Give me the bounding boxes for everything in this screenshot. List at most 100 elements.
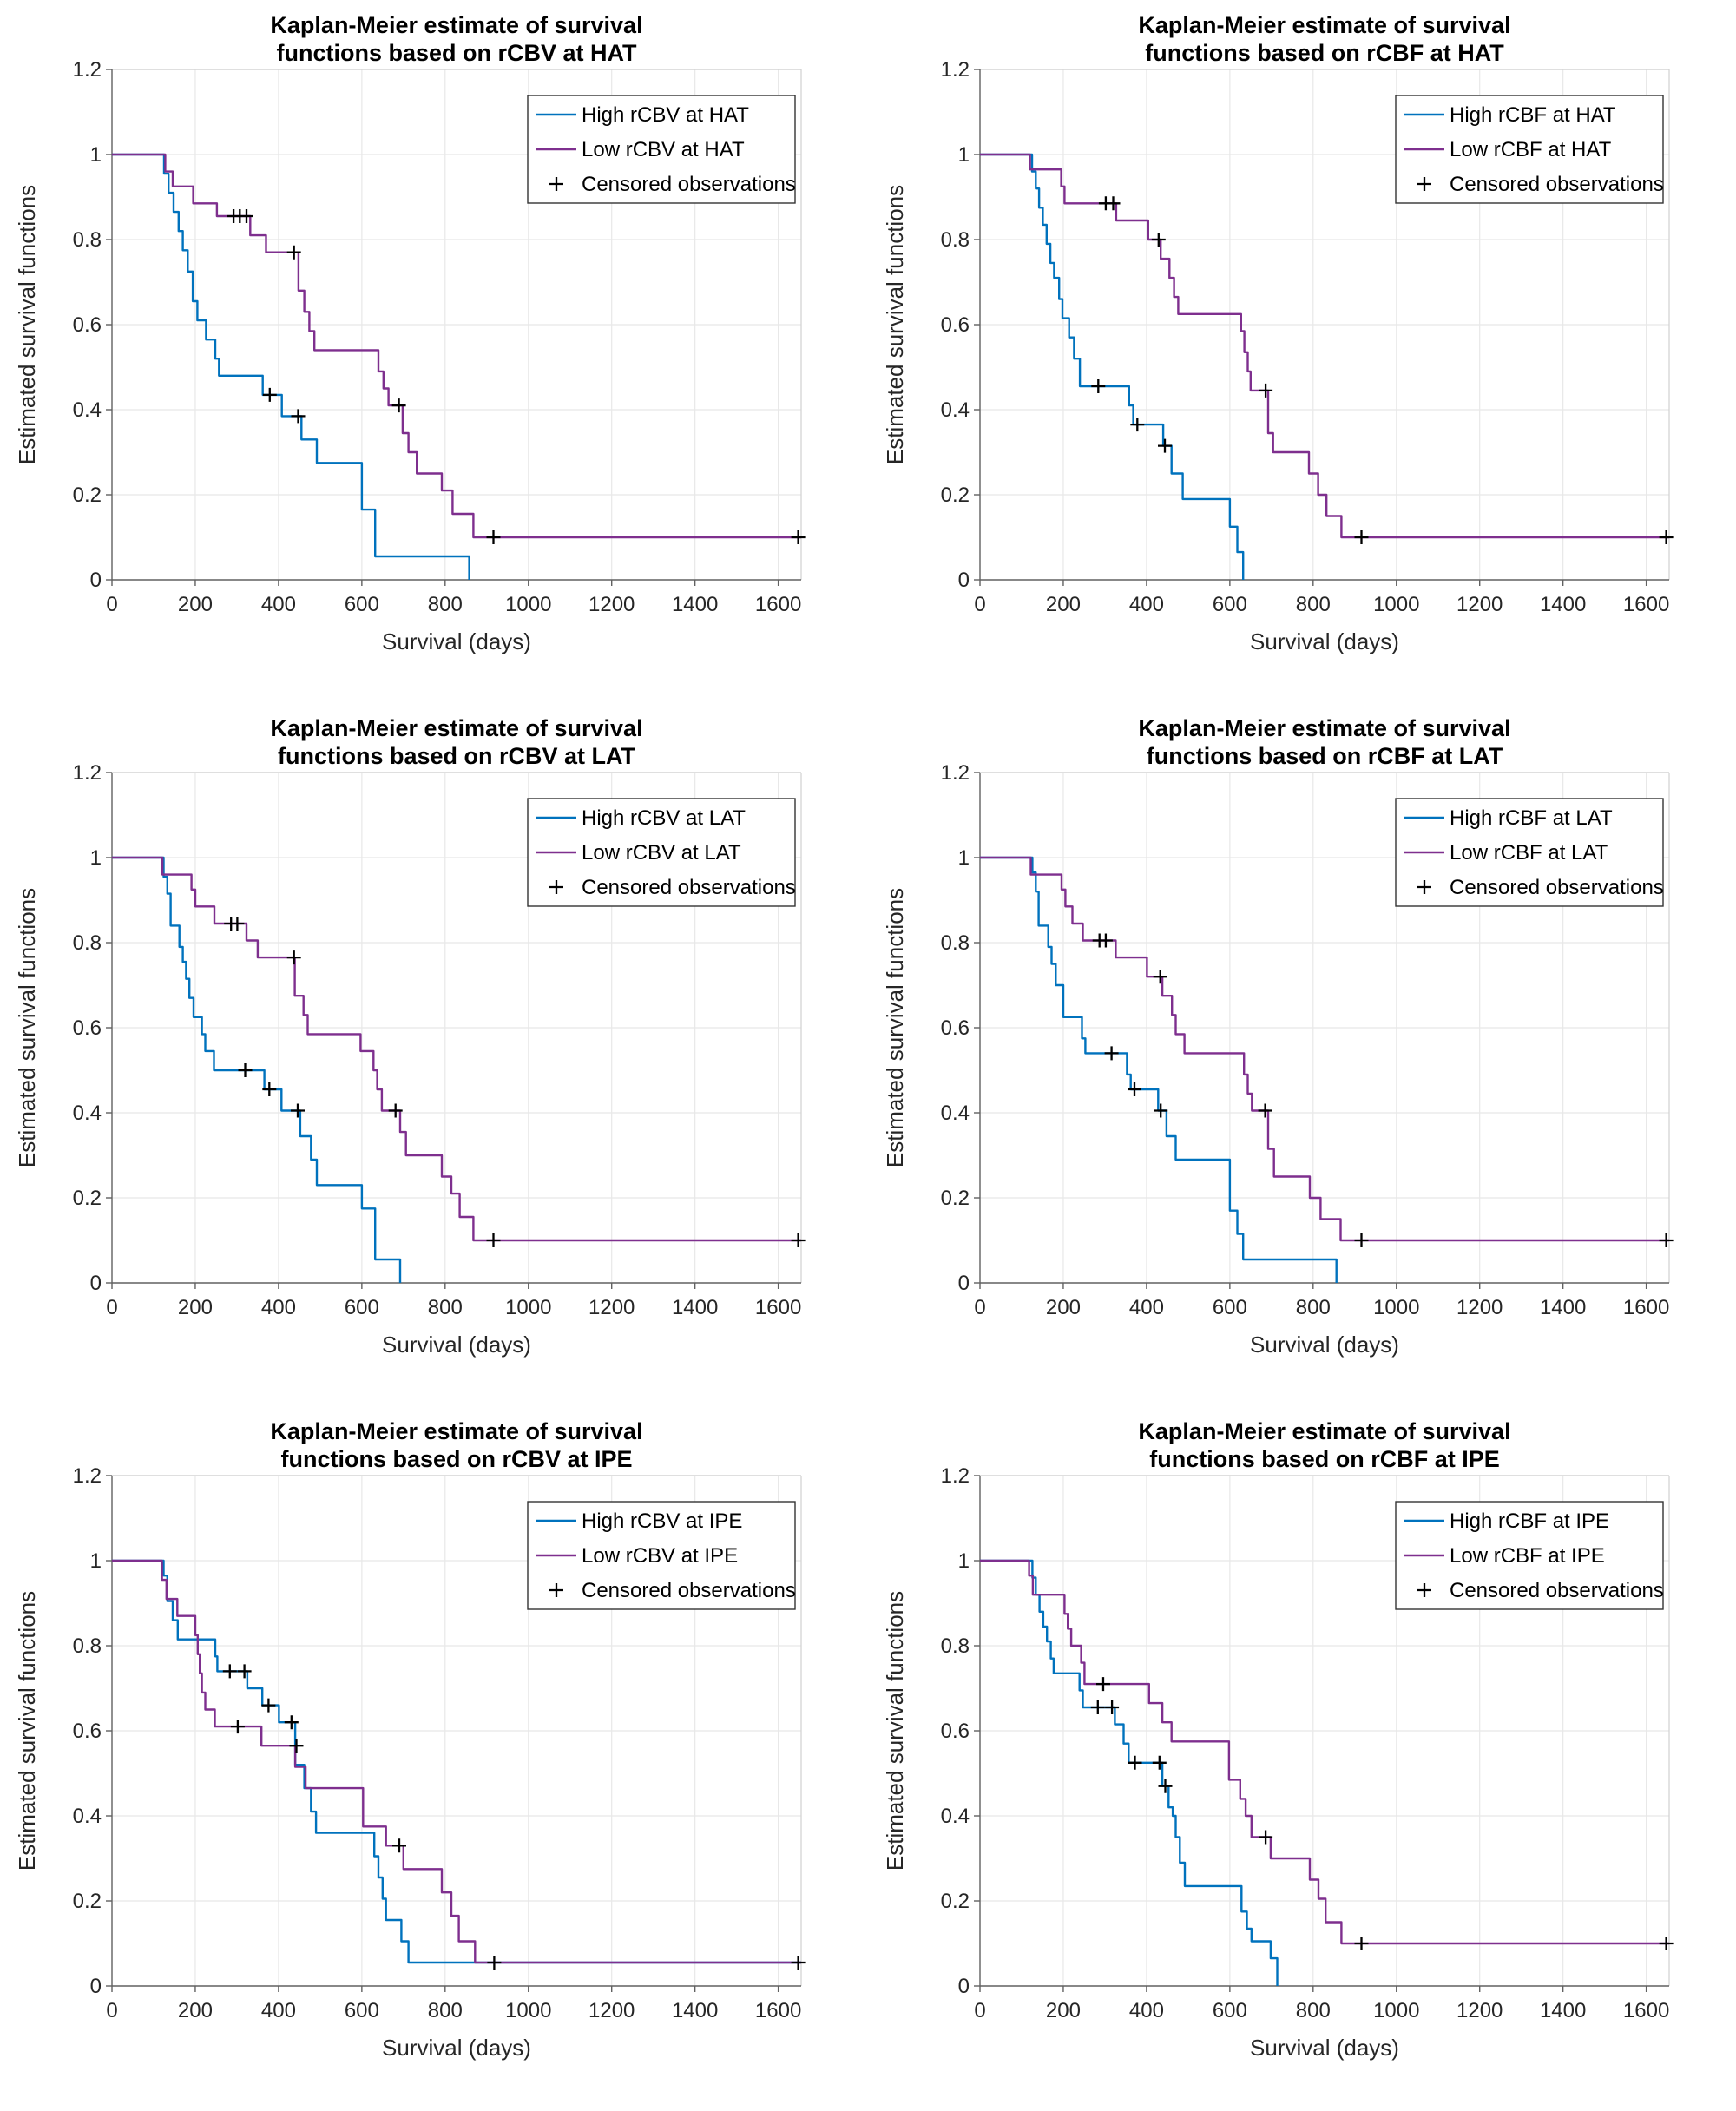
x-tick-label: 1000 — [1373, 1296, 1419, 1319]
axis-ticks — [974, 69, 1647, 586]
high-series-line — [980, 1559, 1279, 1986]
legend-label-low: Low rCBF at IPE — [1450, 1544, 1605, 1568]
high-series-line — [112, 153, 470, 580]
x-tick-label: 1600 — [755, 593, 801, 616]
x-tick-label: 1400 — [1540, 1999, 1586, 2022]
x-axis-label: Survival (days) — [1250, 628, 1399, 654]
x-tick-label: 0 — [106, 1296, 117, 1319]
censored-markers-high — [1090, 1700, 1173, 1793]
x-tick-label: 1200 — [1457, 1296, 1503, 1319]
y-tick-label: 0.2 — [73, 1890, 102, 1913]
legend: High rCBF at LAT Low rCBF at LAT Censored … — [1395, 798, 1664, 907]
censored-markers-low — [230, 1720, 806, 1970]
y-tick-label: 0.4 — [73, 398, 102, 422]
km-plot-rcbv-ipe: 0 200 400 600 800 1000 1200 1400 1600 0 0.2 0.4 0.6 0… — [14, 1418, 806, 2061]
legend-label-high: High rCBF at IPE — [1450, 1509, 1609, 1533]
chart-title-line2: functions based on rCBV at LAT — [278, 743, 636, 769]
censored-markers-high — [262, 387, 306, 424]
y-tick-label: 0 — [958, 1975, 970, 1998]
x-tick-label: 0 — [974, 1296, 985, 1319]
y-tick-label: 0.4 — [73, 1805, 102, 1828]
legend: High rCBV at LAT Low rCBV at LAT Censored … — [527, 798, 796, 907]
x-tick-label: 1000 — [1373, 593, 1419, 616]
low-series-line — [112, 856, 801, 1242]
x-tick-label: 400 — [1129, 1296, 1164, 1319]
y-tick-label: 1 — [90, 143, 102, 167]
y-tick-label: 0.6 — [941, 313, 970, 337]
gridlines — [112, 1475, 801, 1986]
axis-ticks — [106, 772, 779, 1289]
y-tick-label: 0 — [958, 1272, 970, 1295]
y-tick-label: 0.2 — [941, 483, 970, 507]
legend: High rCBV at IPE Low rCBV at IPE Censored … — [527, 1501, 796, 1610]
km-plot-rcbv-hat: 0 200 400 600 800 1000 1200 1400 1600 0 0.2 0.4 0.6 0… — [14, 12, 806, 654]
km-plot-rcbv-lat: 0 200 400 600 800 1000 1200 1400 1600 0 0.2 0.4 0.6 0… — [14, 715, 806, 1358]
y-tick-label: 1 — [958, 846, 970, 870]
chart-title-line1: Kaplan-Meier estimate of survival — [1138, 1418, 1510, 1444]
legend-label-high: High rCBV at IPE — [582, 1509, 742, 1533]
y-tick-label: 0.4 — [941, 1805, 970, 1828]
legend-censored-plus-icon — [1417, 880, 1431, 894]
x-tick-label: 1200 — [589, 1999, 635, 2022]
x-tick-label: 1000 — [505, 593, 551, 616]
x-tick-label: 1600 — [755, 1999, 801, 2022]
x-tick-label: 600 — [1213, 593, 1247, 616]
x-tick-label: 1600 — [755, 1296, 801, 1319]
x-tick-label: 400 — [261, 593, 296, 616]
censored-markers-low — [1098, 196, 1674, 544]
km-plot-rcbf-lat: 0 200 400 600 800 1000 1200 1400 1600 0 0.2 0.4 0.6 0… — [882, 715, 1674, 1358]
x-tick-label: 1200 — [589, 593, 635, 616]
y-axis-label: Estimated survival functions — [14, 185, 40, 464]
censored-markers-low — [224, 917, 806, 1247]
x-tick-label: 800 — [1296, 1296, 1331, 1319]
x-tick-label: 1400 — [1540, 593, 1586, 616]
high-series-line — [112, 1559, 801, 1964]
x-tick-label: 200 — [178, 593, 213, 616]
gridlines — [980, 1475, 1669, 1986]
x-tick-label: 600 — [345, 593, 379, 616]
censored-markers-low — [1096, 1677, 1674, 1950]
legend-censored-plus-icon — [549, 1583, 563, 1597]
y-tick-label: 1 — [90, 846, 102, 870]
x-axis-label: Survival (days) — [382, 2035, 531, 2061]
y-tick-label: 0.8 — [941, 931, 970, 955]
x-tick-label: 200 — [178, 1296, 213, 1319]
x-tick-label: 0 — [974, 1999, 985, 2022]
x-tick-label: 1000 — [1373, 1999, 1419, 2022]
x-tick-label: 0 — [106, 1999, 117, 2022]
censored-markers-low — [227, 209, 806, 544]
legend: High rCBF at IPE Low rCBF at IPE Censored … — [1395, 1501, 1664, 1610]
high-series-line — [980, 153, 1245, 580]
legend-label-low: Low rCBF at LAT — [1450, 841, 1608, 865]
x-tick-label: 400 — [261, 1999, 296, 2022]
y-tick-label: 0.2 — [73, 483, 102, 507]
legend-label-censored: Censored observations — [1450, 173, 1664, 196]
legend-label-high: High rCBV at LAT — [582, 806, 746, 830]
x-tick-label: 1600 — [1623, 1999, 1669, 2022]
censored-markers-high — [238, 1063, 305, 1118]
chart-title-line1: Kaplan-Meier estimate of survival — [270, 715, 642, 741]
y-tick-label: 1.2 — [73, 1464, 102, 1488]
axis-ticks — [106, 1475, 779, 1992]
y-tick-label: 0 — [90, 1272, 102, 1295]
y-tick-label: 0.4 — [941, 1102, 970, 1125]
y-tick-label: 1.2 — [73, 58, 102, 82]
axis-ticks — [106, 69, 779, 586]
chart-title-line1: Kaplan-Meier estimate of survival — [270, 1418, 642, 1444]
low-series-line — [980, 856, 1669, 1242]
x-tick-label: 1400 — [672, 1296, 718, 1319]
x-tick-label: 0 — [974, 593, 985, 616]
y-tick-label: 1.2 — [73, 761, 102, 785]
censored-markers-low — [1092, 933, 1674, 1247]
x-tick-label: 0 — [106, 593, 117, 616]
legend-label-censored: Censored observations — [582, 1579, 796, 1602]
x-tick-label: 200 — [1046, 593, 1081, 616]
legend-label-censored: Censored observations — [582, 876, 796, 899]
y-axis-label: Estimated survival functions — [882, 185, 908, 464]
chart-title-line2: functions based on rCBF at IPE — [1149, 1446, 1500, 1472]
y-tick-label: 0.2 — [941, 1187, 970, 1210]
km-chart-rcbv-hat: 0 200 400 600 800 1000 1200 1400 1600 0 0.2 0.4 0.6 0… — [0, 0, 868, 705]
y-tick-label: 0 — [90, 1975, 102, 1998]
high-series-line — [112, 856, 402, 1283]
